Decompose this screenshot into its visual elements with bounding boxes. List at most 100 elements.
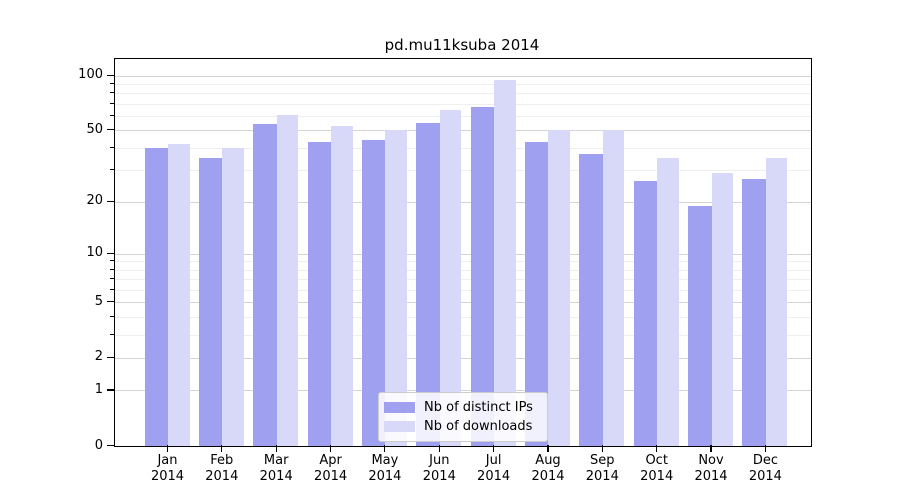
gridline-y-2 [115, 357, 811, 359]
bar-nov-downloads [711, 172, 733, 446]
y-tick-2 [107, 356, 114, 358]
y-tick-50 [107, 129, 114, 131]
x-tick-label-nov: Nov 2014 [694, 453, 728, 484]
bar-may-downloads [385, 130, 407, 446]
gridline-y-30 [115, 170, 811, 172]
y-tick-label-5: 5 [94, 293, 103, 309]
gridline-y-10 [115, 253, 811, 255]
gridline-y-20 [115, 201, 811, 203]
chart-title: pd.mu11ksuba 2014 [384, 36, 540, 54]
y-minortick-3 [110, 333, 114, 335]
bar-jun-downloads [439, 109, 462, 446]
gridline-y-8 [115, 269, 811, 271]
bar-oct-ips [633, 181, 658, 446]
y-tick-label-0: 0 [94, 437, 103, 453]
y-minortick-80 [110, 92, 114, 94]
bar-feb-downloads [222, 147, 244, 446]
gridline-y-100 [115, 75, 811, 77]
gridline-y-60 [115, 116, 811, 117]
y-tick-label-10: 10 [86, 245, 103, 260]
gridline-y-7 [115, 279, 811, 281]
legend-item-downloads: Nb of downloads [384, 417, 541, 436]
bar-dec-downloads [765, 158, 788, 446]
bar-nov-ips [688, 205, 712, 446]
y-tick-100 [107, 74, 114, 76]
bar-apr-ips [307, 142, 332, 446]
x-tick-oct [656, 445, 658, 452]
y-minortick-90 [110, 82, 114, 84]
bar-jul-ips [470, 107, 495, 446]
bar-feb-ips [198, 158, 223, 446]
bar-sep-downloads [602, 130, 625, 446]
gridline-y-1 [115, 390, 811, 392]
bar-mar-downloads [276, 114, 299, 446]
ips-color-swatch [384, 402, 415, 413]
y-minortick-8 [110, 268, 114, 270]
x-tick-jul [493, 445, 495, 452]
x-tick-label-jul: Jul 2014 [477, 453, 511, 484]
bar-apr-downloads [331, 125, 353, 446]
gridline-y-5 [115, 302, 811, 304]
x-tick-label-oct: Oct 2014 [640, 453, 674, 484]
y-tick-20 [107, 200, 114, 202]
y-minortick-9 [110, 260, 114, 262]
bar-oct-downloads [657, 158, 679, 446]
gridline-y-50 [115, 130, 811, 132]
gridline-y-70 [115, 103, 811, 105]
y-tick-label-20: 20 [86, 193, 103, 209]
bar-aug-downloads [548, 130, 570, 446]
gridline-y-40 [115, 147, 811, 149]
y-tick-1 [107, 389, 114, 391]
x-tick-label-feb: Feb 2014 [205, 453, 239, 484]
y-tick-label-2: 2 [94, 349, 103, 365]
bar-aug-ips [524, 142, 549, 446]
gridline-y-90 [115, 83, 811, 85]
y-tick-label-100: 100 [78, 67, 103, 82]
gridline-y-6 [115, 289, 811, 291]
x-tick-may [384, 445, 386, 452]
y-minortick-40 [110, 146, 114, 149]
y-minortick-7 [110, 278, 114, 280]
bar-jan-ips [144, 147, 168, 446]
x-tick-label-jan: Jan 2014 [150, 453, 185, 484]
x-tick-jun [438, 445, 440, 452]
y-tick-0 [107, 445, 114, 447]
y-minortick-30 [110, 169, 114, 171]
gridline-y-80 [115, 93, 811, 95]
y-minortick-70 [110, 102, 114, 104]
plot-area [114, 58, 812, 447]
bar-may-ips [361, 140, 386, 446]
y-tick-label-50: 50 [86, 121, 103, 137]
legend-label-distinct-ips: Nb of distinct IPs [424, 400, 533, 415]
x-tick-label-may: May 2014 [368, 453, 402, 484]
x-tick-nov [710, 445, 712, 452]
bar-jul-downloads [494, 79, 516, 446]
y-tick-5 [107, 301, 114, 303]
x-tick-apr [329, 445, 332, 452]
bar-dec-ips [742, 178, 766, 446]
bar-mar-ips [253, 124, 277, 446]
legend-item-distinct-ips: Nb of distinct IPs [384, 398, 541, 417]
x-tick-jan [166, 445, 169, 452]
x-tick-feb [221, 445, 223, 452]
gridline-y-3 [115, 334, 811, 336]
y-tick-10 [107, 252, 114, 254]
x-tick-label-mar: Mar 2014 [259, 453, 293, 484]
x-tick-label-dec: Dec 2014 [748, 453, 782, 484]
y-minortick-6 [110, 288, 114, 290]
bar-jan-downloads [168, 144, 190, 446]
downloads-color-swatch [384, 421, 415, 432]
y-minortick-4 [110, 315, 114, 317]
x-tick-label-sep: Sep 2014 [585, 453, 619, 484]
bar-jun-ips [416, 122, 440, 446]
legend-label-downloads: Nb of downloads [424, 419, 533, 434]
x-tick-sep [601, 445, 603, 452]
bar-sep-ips [579, 154, 603, 446]
x-tick-label-jun: Jun 2014 [422, 453, 456, 484]
x-tick-label-apr: Apr 2014 [314, 453, 348, 484]
x-tick-label-aug: Aug 2014 [531, 453, 565, 484]
legend: Nb of distinct IPs Nb of downloads [378, 392, 548, 442]
y-tick-label-1: 1 [94, 381, 103, 397]
x-tick-aug [547, 445, 549, 452]
